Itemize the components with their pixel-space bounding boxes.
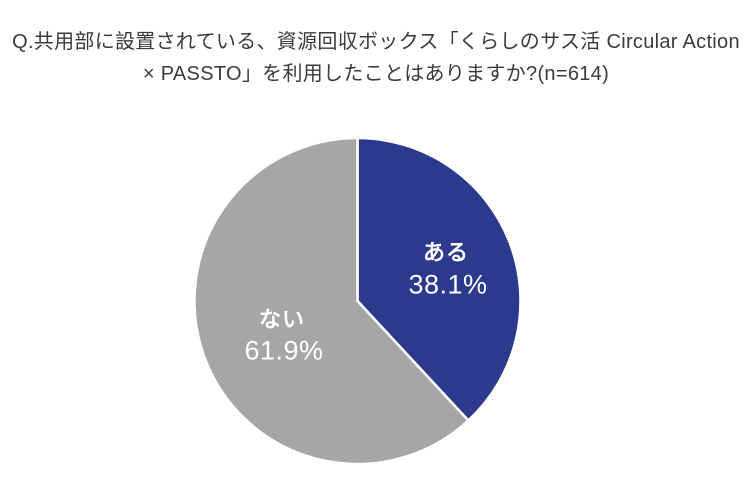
pie-slice-yes-label: ある: [422, 240, 470, 265]
pie-slice-yes: [356, 136, 522, 422]
pie-slice-no-label: ない: [258, 307, 306, 332]
question-title-line2: × PASSTO」を利用したことはありますか?(n=614): [142, 63, 610, 85]
pie-slice-no-value: 61.9%: [244, 335, 324, 366]
pie-slice-no: [193, 136, 470, 466]
question-title-line1: Q.共用部に設置されている、資源回収ボックス「くらしのサス活 Circular …: [12, 31, 740, 53]
question-title: Q.共用部に設置されている、資源回収ボックス「くらしのサス活 Circular …: [0, 26, 752, 90]
pie-slice-yes-value: 38.1%: [408, 269, 488, 300]
